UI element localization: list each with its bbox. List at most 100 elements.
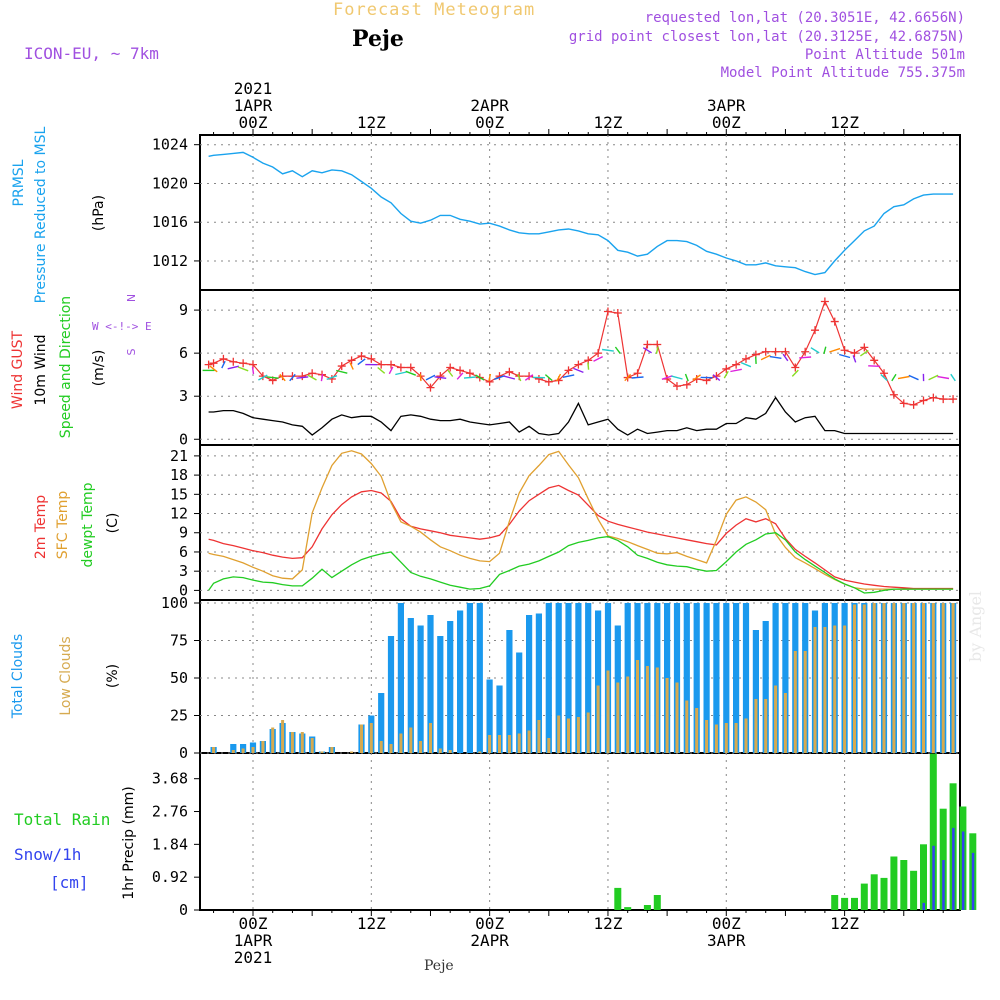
wind-arrow (209, 365, 218, 373)
low-cloud-bar (783, 693, 787, 753)
wind-arrow (326, 375, 338, 381)
gust-marker (603, 307, 612, 316)
y-tick-label: 2.76 (152, 803, 188, 821)
low-cloud-bar (547, 738, 551, 753)
wind-arrow (614, 346, 621, 355)
total-cloud-bar (230, 744, 237, 753)
wind-arrow (839, 353, 851, 359)
low-cloud-bar (626, 676, 630, 753)
wind-arrow (488, 373, 492, 382)
y-tick-label: 1016 (152, 213, 188, 231)
wind-arrow (434, 376, 447, 379)
low-cloud-bar (922, 603, 925, 753)
y-tick-label: 1020 (152, 174, 188, 192)
gust-marker (209, 359, 218, 368)
cloud-ylabel-1: Total Clouds (10, 634, 26, 719)
wind-compass-n: N (125, 294, 138, 302)
low-cloud-bar (724, 723, 728, 753)
low-cloud-bar (231, 750, 235, 753)
total-cloud-bar (466, 603, 473, 753)
temp-ylabel-3: dewpt Temp (80, 482, 96, 567)
total-cloud-bar (733, 603, 740, 753)
gust-marker (298, 372, 307, 381)
low-cloud-bar (951, 603, 955, 753)
wind-arrow (891, 373, 897, 382)
total-cloud-bar (496, 685, 503, 753)
low-cloud-bar (448, 750, 452, 753)
low-cloud-bar (399, 733, 403, 753)
total-cloud-bar (585, 603, 592, 753)
gust-marker (204, 360, 213, 369)
snow-bar (971, 852, 975, 910)
wind-arrow (908, 374, 919, 381)
low-cloud-bar (507, 735, 511, 753)
low-cloud-bar (793, 651, 797, 753)
low-cloud-bar (803, 651, 807, 753)
total-cloud-bar (742, 603, 750, 753)
gust-marker (564, 366, 573, 375)
wind-arrow (395, 371, 407, 376)
total-cloud-bar (545, 603, 552, 753)
y-tick-label: 21 (170, 447, 188, 465)
wind-arrow (221, 360, 226, 369)
gust-marker (406, 363, 415, 372)
wind-arrow (799, 356, 812, 359)
y-tick-label: 0 (179, 581, 188, 599)
total-cloud-bar (397, 603, 404, 753)
total-cloud-bar (575, 603, 582, 753)
total-cloud-bar (506, 630, 513, 753)
gust-marker (850, 349, 859, 358)
gust-marker (672, 382, 681, 391)
snow-bar (942, 860, 945, 910)
precip-legend-snow: Snow/1h (14, 845, 81, 864)
wind-arrow (357, 358, 366, 366)
total-cloud-bar (476, 603, 483, 753)
total-cloud-bar (407, 618, 414, 753)
rain-bar (900, 860, 908, 910)
x-axis-top-label: 00Z (712, 113, 741, 132)
wind-arrow (251, 366, 255, 375)
wind-arrow (642, 347, 652, 354)
model-altitude: Model Point Altitude 755.375m (720, 65, 965, 81)
low-cloud-bar (872, 603, 876, 753)
low-cloud-bar (409, 727, 413, 753)
total-cloud-bar (427, 615, 434, 753)
gust-marker (722, 364, 731, 373)
wind-arrow (897, 375, 910, 380)
total-cloud-bar (437, 636, 444, 753)
wind-arrow (258, 374, 268, 381)
wind-arrow (852, 355, 857, 363)
snow-bar (961, 831, 965, 910)
bottom-location-label: Peje (424, 958, 454, 974)
pressure-line (208, 151, 954, 276)
gust-marker (682, 380, 691, 389)
rain-bar (653, 895, 661, 910)
gust-marker (594, 349, 603, 358)
total-cloud-bar (713, 603, 720, 753)
temp-ylabel-2: SFC Temp (55, 491, 71, 560)
rain-bar (910, 870, 918, 911)
gust-marker (820, 297, 829, 306)
low-cloud-bar (576, 717, 580, 753)
low-cloud-bar (241, 748, 245, 753)
wind-arrow (336, 369, 348, 374)
low-cloud-bar (823, 627, 827, 753)
gust-marker (830, 317, 839, 326)
y-tick-label: 75 (170, 632, 188, 650)
low-cloud-bar (488, 735, 492, 753)
wind-arrow (880, 373, 888, 382)
low-cloud-bar (537, 720, 541, 753)
x-axis-top-label: 1APR (234, 96, 273, 115)
y-tick-label: 15 (170, 485, 188, 503)
wind-arrow (456, 372, 464, 380)
wind-arrow (712, 374, 721, 382)
low-cloud-bar (350, 751, 354, 753)
y-tick-label: 3.68 (152, 770, 188, 788)
gust-marker (377, 360, 386, 369)
low-cloud-bar (853, 604, 856, 753)
low-cloud-bar (636, 660, 639, 753)
x-axis-top-label: 2021 (234, 79, 273, 98)
gust-marker (534, 374, 543, 383)
low-cloud-bar (862, 604, 866, 753)
